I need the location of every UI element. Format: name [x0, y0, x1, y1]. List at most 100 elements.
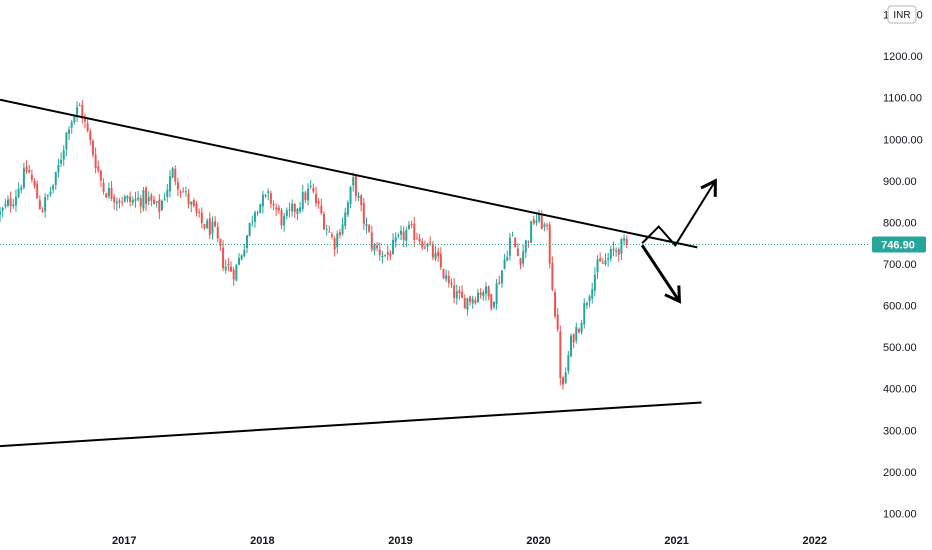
candle	[187, 188, 190, 209]
candle	[477, 288, 480, 304]
y-tick-label: 1100.00	[883, 93, 922, 105]
candle	[423, 240, 426, 250]
candle	[99, 169, 102, 188]
candle	[434, 245, 437, 261]
candle	[251, 215, 254, 227]
candle	[137, 191, 140, 202]
candle	[461, 285, 464, 299]
candle	[378, 242, 381, 261]
candle	[402, 226, 405, 248]
candle	[91, 139, 94, 158]
y-tick-label: 300.00	[883, 425, 917, 437]
candle	[503, 253, 506, 270]
candle	[410, 220, 413, 229]
candle	[607, 252, 610, 267]
upper-trendline[interactable]	[0, 98, 698, 249]
candle	[535, 214, 538, 226]
candle	[179, 189, 182, 198]
candle	[97, 160, 100, 173]
candle	[238, 253, 241, 266]
candle	[259, 203, 262, 214]
candle	[487, 285, 490, 301]
candle	[463, 294, 466, 309]
candle	[192, 198, 195, 208]
y-tick-label: 500.00	[883, 342, 917, 354]
candle	[615, 247, 618, 257]
candle	[426, 242, 429, 252]
y-tick-label: 800.00	[883, 217, 917, 229]
candle	[277, 204, 280, 215]
bearish-path-arrow[interactable]	[640, 244, 681, 303]
candle	[352, 172, 355, 192]
candle	[134, 191, 137, 208]
candle	[556, 307, 559, 332]
candle	[365, 217, 368, 234]
candle	[530, 220, 533, 243]
y-tick-label: 900.00	[883, 176, 917, 188]
candle	[280, 207, 283, 230]
candle	[115, 197, 118, 211]
candle	[360, 193, 363, 212]
candle	[453, 278, 456, 304]
candle	[73, 116, 76, 125]
currency-badge[interactable]: INR	[887, 5, 917, 24]
candle	[121, 196, 124, 207]
candle	[171, 166, 174, 179]
candle	[182, 187, 185, 193]
candle	[118, 198, 121, 209]
bullish-path-arrow[interactable]	[641, 180, 717, 247]
y-tick-label: 100.00	[883, 508, 917, 520]
candle	[601, 257, 604, 264]
candle	[304, 190, 307, 204]
candle	[142, 186, 145, 212]
candle	[206, 218, 209, 229]
candle	[538, 209, 541, 224]
candle	[357, 191, 360, 202]
candle	[500, 270, 503, 288]
candle	[243, 243, 246, 258]
candle	[214, 216, 217, 228]
candle	[293, 203, 296, 219]
lower-trendline[interactable]	[0, 401, 702, 448]
candle	[479, 288, 482, 299]
candle	[60, 152, 63, 168]
candle	[65, 131, 68, 157]
last-price-label: 746.90	[881, 240, 915, 252]
candle	[362, 198, 365, 231]
candle	[299, 201, 302, 214]
candle	[190, 201, 193, 213]
candle	[1, 206, 4, 218]
candle	[330, 231, 333, 240]
candle	[123, 194, 126, 203]
candle	[492, 301, 495, 310]
x-tick-label: 2022	[803, 535, 827, 547]
candle	[46, 194, 49, 201]
candle	[386, 245, 389, 261]
candle	[145, 185, 148, 212]
drawing-annotations	[0, 98, 717, 448]
candle	[439, 247, 442, 270]
candle	[126, 195, 129, 203]
candle	[89, 128, 92, 146]
candle	[163, 192, 166, 201]
candle	[291, 199, 294, 217]
candle	[317, 197, 320, 209]
candle	[609, 245, 612, 262]
candle	[543, 222, 546, 232]
candle	[232, 266, 235, 286]
candle	[102, 178, 105, 195]
candle	[248, 222, 251, 237]
candle	[184, 186, 187, 197]
candle	[155, 201, 158, 208]
candle	[285, 207, 288, 220]
candle	[22, 162, 25, 190]
candle	[591, 282, 594, 304]
candle	[36, 180, 39, 199]
candle	[198, 208, 201, 218]
candle	[4, 198, 7, 209]
candle	[168, 170, 171, 198]
candle	[296, 207, 299, 221]
candle	[315, 186, 318, 207]
candle	[447, 270, 450, 288]
candle	[585, 301, 588, 310]
